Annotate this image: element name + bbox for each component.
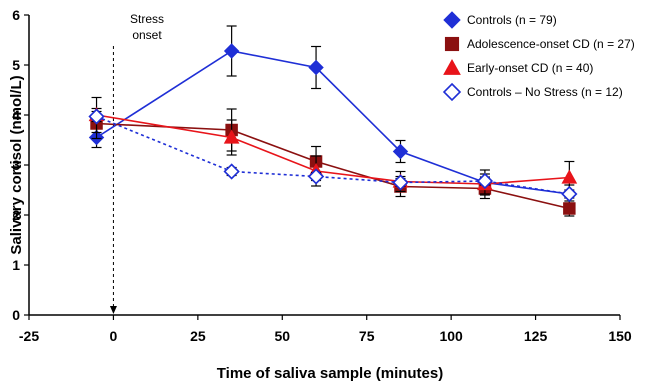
- x-tick-label: 150: [608, 328, 632, 344]
- legend-label: Early-onset CD (n = 40): [467, 61, 593, 75]
- x-tick-label: 0: [110, 328, 118, 344]
- data-point: [223, 43, 240, 59]
- series-line: [96, 114, 570, 185]
- series: [88, 25, 578, 217]
- legend-item: Controls (n = 79): [443, 11, 557, 29]
- annotation-line1: Stress: [130, 12, 164, 26]
- data-point: [392, 174, 409, 191]
- axes: [28, 15, 620, 316]
- series-0: [88, 25, 578, 204]
- data-point: [563, 202, 576, 215]
- series-1: [90, 107, 576, 217]
- data-point: [561, 185, 578, 203]
- legend-item: Adolescence-onset CD (n = 27): [444, 36, 635, 52]
- legend-label: Adolescence-onset CD (n = 27): [467, 37, 635, 51]
- series-3: [88, 108, 578, 203]
- data-point: [308, 59, 324, 76]
- data-point: [223, 163, 240, 180]
- data-point: [392, 143, 409, 160]
- y-tick-label: 0: [12, 307, 20, 323]
- series-2: [88, 96, 578, 195]
- legend-marker: [443, 58, 461, 75]
- legend-label: Controls (n = 79): [467, 13, 557, 27]
- y-tick-label: 3: [12, 157, 20, 173]
- y-tick-label: 2: [12, 207, 20, 223]
- x-tick-label: 50: [274, 328, 290, 344]
- x-axis-title: Time of saliva sample (minutes): [217, 365, 443, 382]
- legend-item: Early-onset CD (n = 40): [443, 58, 593, 75]
- x-tick-label: 100: [439, 328, 463, 344]
- x-tick-label: 125: [524, 328, 548, 344]
- data-point: [561, 169, 578, 184]
- data-point: [307, 168, 325, 185]
- stress-onset-annotation: Stress onset: [109, 12, 164, 314]
- x-tick-label: -25: [19, 328, 39, 344]
- legend: Controls (n = 79) Adolescence-onset CD (n…: [442, 11, 635, 102]
- legend-label: Controls – No Stress (n = 12): [467, 85, 623, 99]
- legend-marker: [442, 82, 462, 102]
- x-tick-label: 25: [190, 328, 206, 344]
- data-point: [223, 129, 240, 144]
- data-point: [476, 172, 494, 190]
- y-tick-label: 1: [12, 257, 20, 273]
- y-axis-title: Salivary cortisol (nmol/L): [8, 75, 25, 254]
- series-line: [96, 122, 570, 210]
- data-point: [88, 108, 105, 125]
- x-tick-label: 75: [359, 328, 375, 344]
- y-tick-label: 6: [12, 7, 20, 23]
- arrow-head-icon: [109, 306, 117, 314]
- series-line: [96, 50, 570, 195]
- y-tick-label: 5: [12, 57, 20, 73]
- legend-item: Controls – No Stress (n = 12): [442, 82, 623, 102]
- legend-marker: [444, 36, 460, 52]
- legend-marker: [443, 11, 461, 29]
- ticks: -25 0 25 50 75 100 125 150 0 1 2 3 4 5 6: [12, 7, 632, 344]
- annotation-line2: onset: [132, 28, 162, 42]
- series-line: [96, 115, 570, 195]
- y-tick-label: 4: [12, 107, 20, 123]
